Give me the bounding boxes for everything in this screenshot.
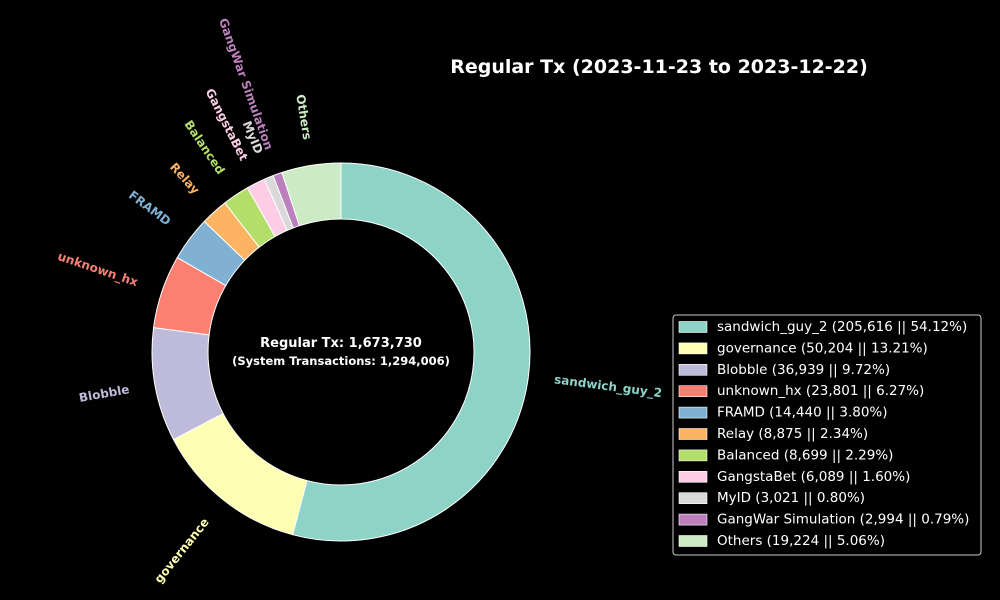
slice-label-others: Others bbox=[293, 93, 314, 140]
slice-sandwich-guy-2 bbox=[291, 162, 531, 542]
slice-label-governance: governance bbox=[151, 515, 211, 586]
legend-swatch-unknown-hx bbox=[678, 385, 708, 398]
legend-items: sandwich_guy_2 (205,616 || 54.12%) govern… bbox=[678, 319, 969, 549]
legend-swatch-balanced bbox=[678, 449, 708, 462]
slices-group bbox=[151, 162, 531, 542]
legend-label-balanced: Balanced (8,699 || 2.29%) bbox=[717, 447, 893, 463]
slice-governance bbox=[172, 412, 308, 536]
legend-label-unknown-hx: unknown_hx (23,801 || 6.27%) bbox=[717, 383, 924, 399]
legend-label-relay: Relay (8,875 || 2.34%) bbox=[717, 426, 868, 442]
legend-frame bbox=[672, 314, 982, 556]
slice-others bbox=[281, 162, 342, 227]
slice-label-relay: Relay bbox=[167, 160, 202, 197]
legend-label-sandwich-guy-2: sandwich_guy_2 (205,616 || 54.12%) bbox=[717, 319, 967, 335]
legend-label-gangwar-simulation: GangWar Simulation (2,994 || 0.79%) bbox=[717, 512, 969, 528]
legend-label-framd: FRAMD (14,440 || 3.80%) bbox=[717, 405, 888, 421]
legend-swatch-relay bbox=[678, 428, 708, 440]
legend-label-gangstabet: GangstaBet (6,089 || 1.60%) bbox=[717, 469, 910, 485]
legend-swatch-governance bbox=[678, 342, 708, 355]
legend-swatch-others bbox=[678, 535, 708, 547]
legend-swatch-gangwar-simulation bbox=[678, 513, 708, 526]
center-total-text: Regular Tx: 1,673,730 bbox=[260, 336, 422, 351]
chart-title: Regular Tx (2023-11-23 to 2023-12-22) bbox=[450, 56, 868, 78]
legend-swatch-myid bbox=[678, 492, 708, 505]
legend: sandwich_guy_2 (205,616 || 54.12%) govern… bbox=[672, 314, 982, 556]
slice-label-framd: FRAMD bbox=[126, 188, 173, 228]
legend-label-others: Others (19,224 || 5.06%) bbox=[717, 533, 885, 549]
legend-swatch-gangstabet bbox=[678, 470, 708, 483]
center-system-text: (System Transactions: 1,294,006) bbox=[232, 354, 450, 368]
slice-label-blobble: Blobble bbox=[78, 382, 131, 405]
legend-label-governance: governance (50,204 || 13.21%) bbox=[717, 340, 928, 356]
legend-label-myid: MyID (3,021 || 0.80%) bbox=[717, 490, 865, 506]
legend-swatch-blobble bbox=[678, 363, 708, 376]
slice-label-unknown-hx: unknown_hx bbox=[56, 249, 140, 290]
legend-label-blobble: Blobble (36,939 || 9.72%) bbox=[717, 362, 890, 378]
slice-label-sandwich-guy-2: sandwich_guy_2 bbox=[553, 372, 663, 401]
legend-swatch-framd bbox=[678, 406, 708, 419]
legend-swatch-sandwich-guy-2 bbox=[678, 321, 708, 333]
